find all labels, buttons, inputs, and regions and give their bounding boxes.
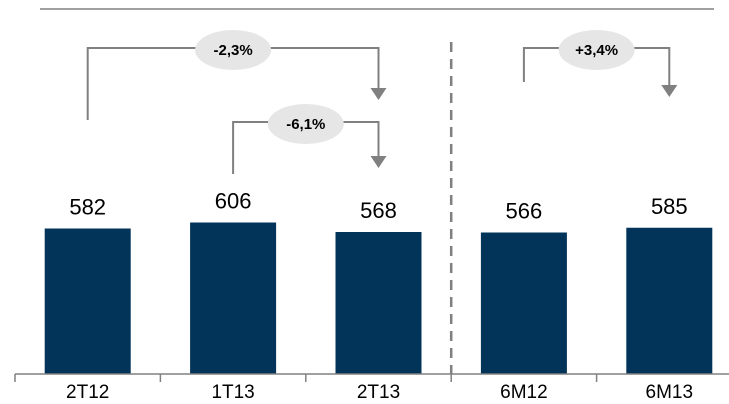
bar-2t12 <box>44 228 131 374</box>
value-label-2t12: 582 <box>69 195 106 220</box>
change-annotation: +3,4% <box>522 30 678 97</box>
change-bubble <box>558 30 635 70</box>
bar-1t13 <box>190 222 277 374</box>
change-annotation: -2,3% <box>86 30 387 120</box>
x-tick-label-1t13: 1T13 <box>211 382 254 403</box>
x-tick-label-2t13: 2T13 <box>357 382 400 403</box>
value-label-2t13: 568 <box>360 198 397 223</box>
bar-6m13 <box>626 227 713 374</box>
change-annotation: -6,1% <box>232 104 387 174</box>
bar-2t13 <box>335 232 422 374</box>
x-tick-label-6m13: 6M13 <box>646 382 694 403</box>
x-tick-label-2t12: 2T12 <box>66 382 109 403</box>
change-bubble <box>267 104 344 144</box>
change-label: +3,4% <box>575 42 618 59</box>
bar-6m12 <box>480 232 567 374</box>
x-tick-label-6m12: 6M12 <box>500 382 548 403</box>
change-bubble <box>195 30 272 70</box>
value-label-1t13: 606 <box>215 189 252 214</box>
change-arrowhead <box>370 156 387 168</box>
change-arrowhead <box>661 85 678 97</box>
change-label: -6,1% <box>286 116 325 133</box>
change-arrowhead <box>370 88 387 100</box>
value-label-6m12: 566 <box>506 199 543 224</box>
value-label-6m13: 585 <box>651 194 688 219</box>
change-label: -2,3% <box>214 42 253 59</box>
